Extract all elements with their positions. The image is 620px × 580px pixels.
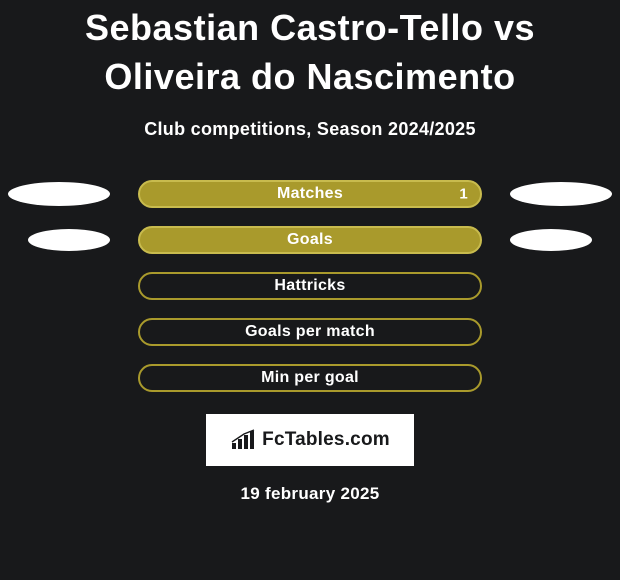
- page-subtitle: Club competitions, Season 2024/2025: [0, 119, 620, 140]
- branding-box: FcTables.com: [206, 414, 414, 466]
- stat-label: Goals per match: [245, 323, 375, 341]
- stat-label: Min per goal: [261, 369, 359, 387]
- bar-chart-icon: [230, 429, 256, 451]
- comparison-rows: Matches 1 Goals Hattricks Goals per matc…: [0, 180, 620, 392]
- stat-row-hattricks: Hattricks: [0, 272, 620, 300]
- player-left-marker: [28, 229, 110, 251]
- stat-pill: Hattricks: [138, 272, 482, 300]
- stat-pill: Goals per match: [138, 318, 482, 346]
- stat-pill: Matches 1: [138, 180, 482, 208]
- stat-label: Hattricks: [274, 277, 345, 295]
- stat-row-min-per-goal: Min per goal: [0, 364, 620, 392]
- page-title: Sebastian Castro-Tello vs Oliveira do Na…: [0, 0, 620, 101]
- player-left-marker: [8, 182, 110, 206]
- stat-label: Goals: [287, 231, 333, 249]
- snapshot-date: 19 february 2025: [0, 484, 620, 504]
- stat-label: Matches: [277, 185, 343, 203]
- branding-text: FcTables.com: [262, 429, 390, 451]
- player-right-marker: [510, 182, 612, 206]
- stat-row-matches: Matches 1: [0, 180, 620, 208]
- stat-pill: Goals: [138, 226, 482, 254]
- stat-row-goals: Goals: [0, 226, 620, 254]
- stat-value-right: 1: [459, 186, 468, 203]
- stat-pill: Min per goal: [138, 364, 482, 392]
- player-right-marker: [510, 229, 592, 251]
- stat-row-goals-per-match: Goals per match: [0, 318, 620, 346]
